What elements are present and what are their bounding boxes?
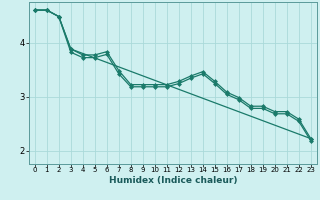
X-axis label: Humidex (Indice chaleur): Humidex (Indice chaleur): [108, 176, 237, 185]
